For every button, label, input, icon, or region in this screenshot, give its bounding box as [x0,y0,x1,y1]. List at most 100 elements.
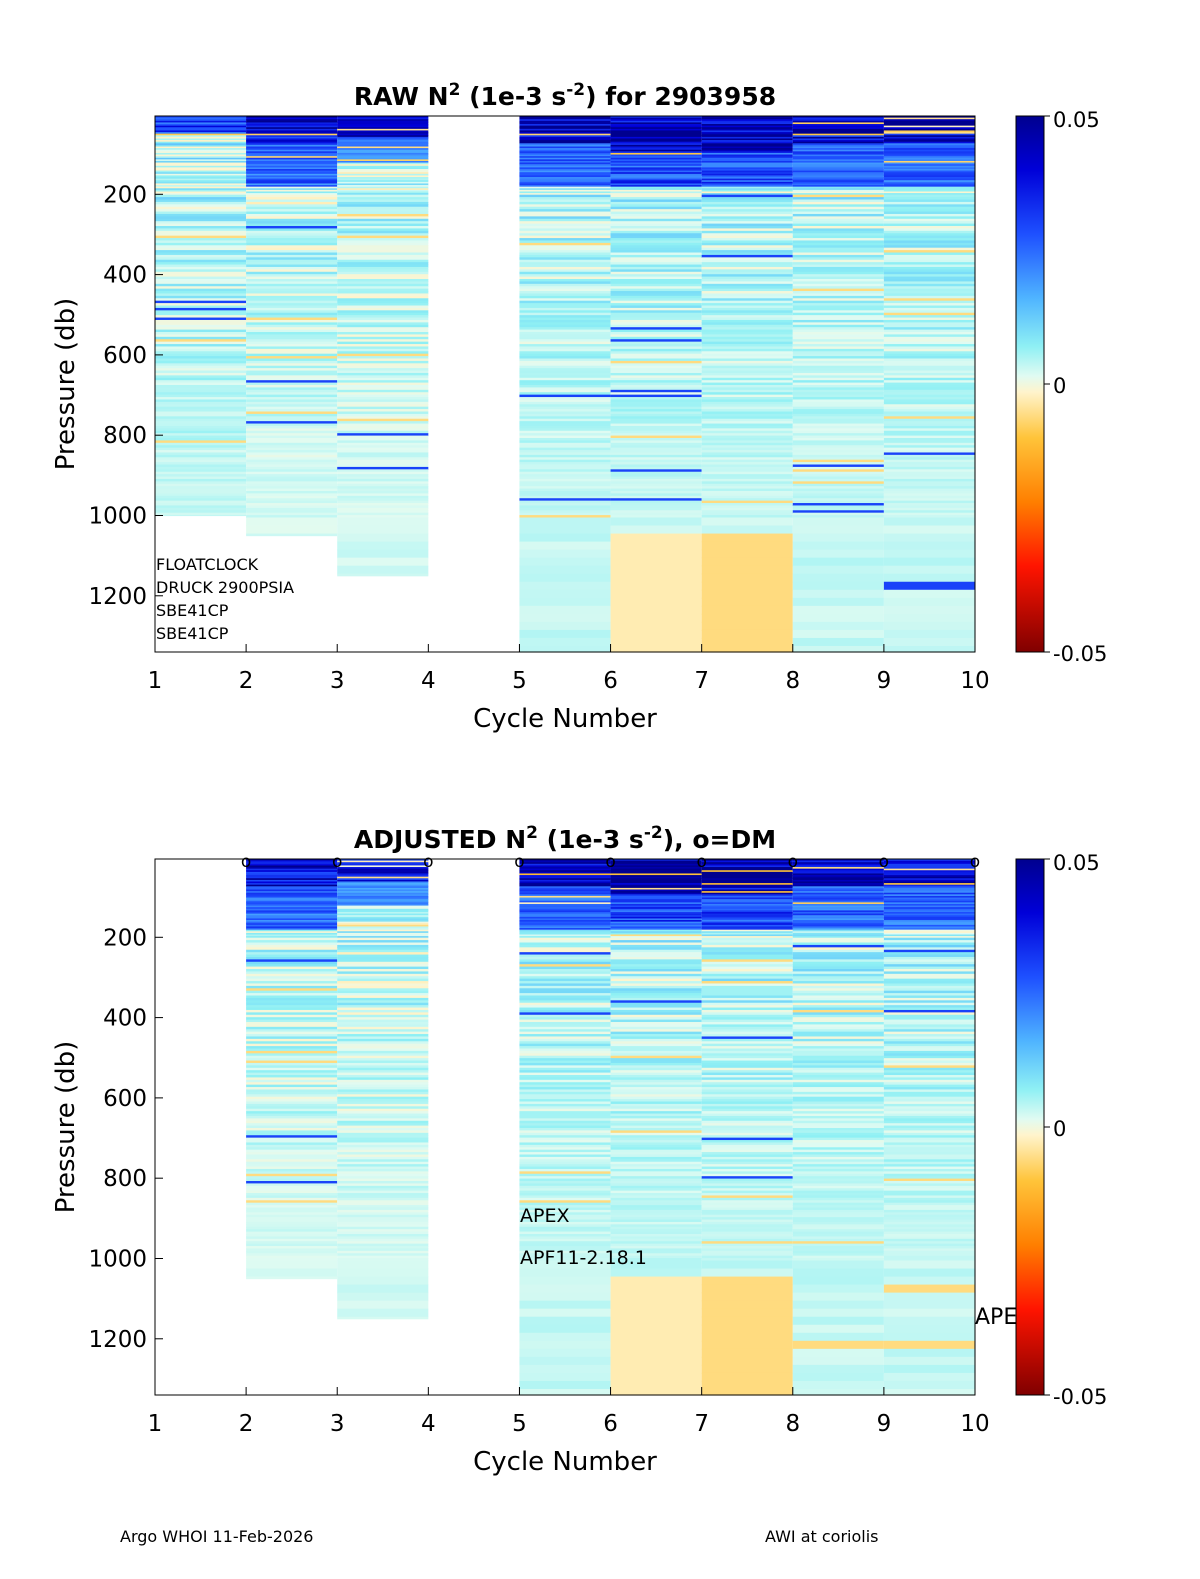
adjusted-cell [883,1048,975,1052]
adjusted-cell [792,894,884,897]
raw-cell [155,119,247,122]
adjusted-cell [792,947,884,951]
raw-cell [519,533,611,543]
raw-cell [519,186,611,189]
adjusted-cell [883,1050,975,1054]
raw-cell [155,375,247,379]
adjusted-cell [610,1077,702,1081]
raw-cell [610,281,702,285]
raw-cell [701,360,793,364]
raw-cell [610,565,702,575]
adjusted-cell [519,1024,611,1028]
adjusted-cell [610,1300,702,1310]
raw-cell [610,549,702,559]
raw-y-tick-label: 1000 [88,503,147,529]
raw-cell [246,464,338,468]
adjusted-cell [337,1038,429,1042]
adjusted-cell [610,1149,702,1153]
raw-cell [337,512,429,516]
raw-cell [155,377,247,381]
raw-cell [337,271,429,275]
raw-cell [883,221,975,225]
raw-cell [519,276,611,280]
raw-cell [883,197,975,201]
adjusted-cell [610,1058,702,1062]
raw-cell [246,507,338,511]
raw-cell [792,281,884,285]
raw-cell [519,193,611,196]
raw-cell [246,197,338,201]
adjusted-cell [519,1060,611,1064]
adjusted-cell [519,976,611,980]
adjusted-cell [883,973,975,977]
raw-cell [883,329,975,333]
raw-cell [337,438,429,442]
raw-cell [155,319,247,323]
raw-cell [246,356,338,360]
raw-cell [792,172,884,175]
adjusted-cell [883,1002,975,1006]
raw-cell [792,346,884,350]
adjusted-cell [883,1224,975,1228]
adjusted-cell [246,1048,338,1052]
adjusted-cell [883,1388,975,1396]
adjusted-cell [519,1002,611,1006]
raw-cell [610,425,702,429]
raw-cell [519,435,611,439]
raw-cell [246,133,338,136]
raw-cell [155,298,247,302]
adjusted-cell [792,1050,884,1054]
adjusted-cell [337,1161,429,1165]
raw-cell [246,423,338,427]
raw-cell [155,491,247,495]
raw-cell [519,156,611,159]
adjusted-cell [701,903,793,907]
raw-cell [701,425,793,429]
adjusted-x-tick-label: 6 [603,1411,618,1437]
raw-cell [792,188,884,191]
adjusted-cell [883,878,975,881]
raw-cell [155,372,247,376]
adjusted-cell [883,1072,975,1076]
raw-cell [155,135,247,138]
raw-cell [155,474,247,478]
adjusted-cell [883,868,975,871]
raw-cell [337,252,429,256]
raw-cell [701,180,793,183]
adjusted-cell [246,1009,338,1013]
adjusted-cell [610,923,702,926]
adjusted-cell [519,879,611,883]
adjusted-cell [701,959,793,963]
adjusted-cell [519,952,611,956]
adjusted-cell [701,1154,793,1158]
raw-cell [519,401,611,405]
adjusted-cell [883,1096,975,1100]
adjusted-cell [519,871,611,875]
adjusted-cell [883,1154,975,1158]
raw-cell [610,201,702,205]
adjusted-cell [519,1048,611,1052]
adjusted-cell [701,942,793,946]
raw-cell [883,605,975,615]
adjusted-cell [883,947,975,951]
raw-cell [155,464,247,468]
adjusted-cell [792,1048,884,1052]
raw-cell [155,418,247,422]
raw-cell [610,254,702,258]
adjusted-cell [337,932,429,936]
adjusted-cell [701,944,793,948]
raw-cell [792,450,884,454]
raw-colorbar: 0.05 0 -0.05 [1015,108,1107,666]
adjusted-cell [337,1268,429,1278]
raw-cell [701,160,793,164]
raw-cell [337,157,429,160]
adjusted-cell [883,1089,975,1093]
raw-cell [519,358,611,362]
raw-cell [337,154,429,157]
raw-cell [246,418,338,422]
raw-cell [883,317,975,321]
raw-cell [883,466,975,470]
raw-cell [246,169,338,172]
raw-cell [883,307,975,311]
